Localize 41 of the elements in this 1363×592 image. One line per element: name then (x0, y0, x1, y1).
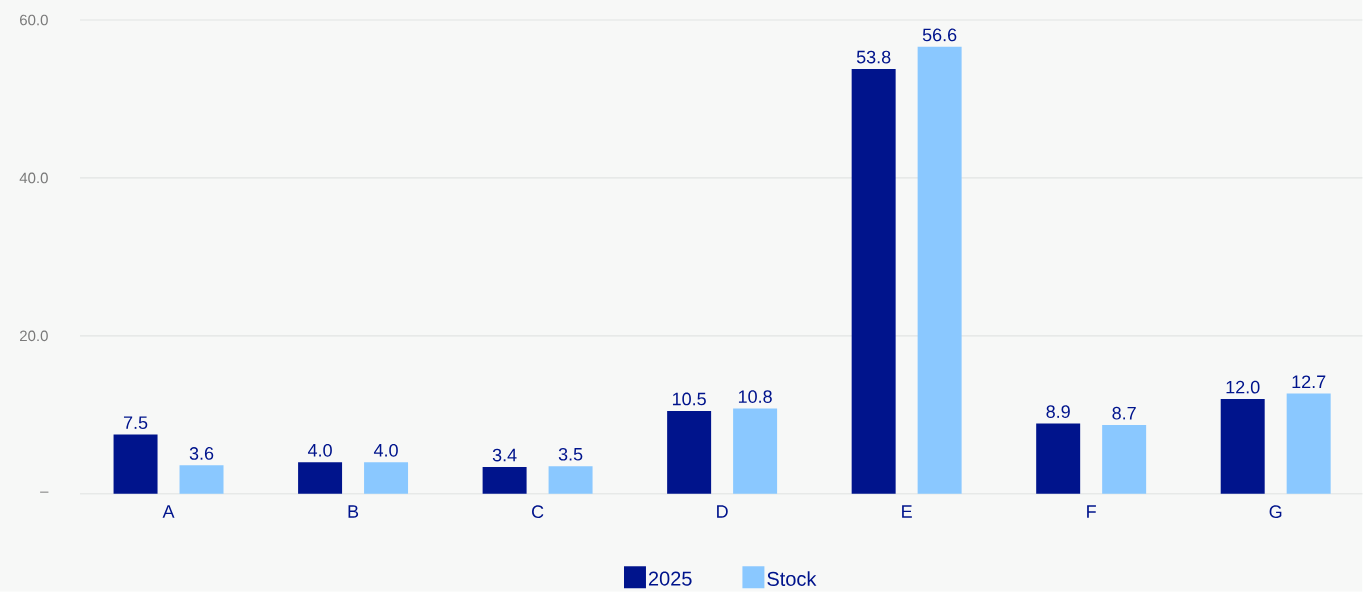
legend-label: 2025 (648, 571, 692, 586)
data-label: 4.0 (307, 444, 332, 457)
bar (1220, 399, 1265, 494)
bar (667, 411, 712, 494)
data-label: 56.6 (922, 28, 957, 42)
x-tick-label: A (162, 505, 175, 518)
x-tick-label: G (1269, 505, 1282, 519)
y-tick-label: – (40, 491, 49, 493)
data-label: 12.7 (1292, 375, 1326, 389)
data-label: 8.7 (1112, 406, 1136, 420)
data-label: 10.5 (672, 392, 706, 406)
data-label: 7.5 (123, 416, 148, 430)
x-tick-label: F (1087, 505, 1096, 518)
x-tick-label: D (717, 505, 728, 518)
bar (298, 462, 343, 494)
bar (548, 466, 593, 494)
data-label: 3.4 (492, 448, 517, 462)
x-tick-label: E (902, 505, 912, 518)
bar (917, 46, 962, 494)
y-tick-label: 60.0 (20, 14, 48, 26)
bar (1286, 393, 1331, 494)
data-label: 3.6 (189, 447, 214, 460)
data-label: 4.0 (373, 444, 398, 457)
y-tick-label: 40.0 (19, 172, 48, 184)
bar (482, 467, 527, 494)
bar (851, 69, 896, 494)
x-tick-label: B (348, 505, 359, 518)
data-label: 10.8 (738, 390, 772, 404)
data-label: 8.9 (1046, 405, 1070, 419)
bar (1102, 425, 1147, 494)
data-label: 53.8 (856, 50, 891, 64)
x-tick-label: C (532, 505, 544, 519)
legend-label: Stock (767, 571, 817, 587)
bar (733, 408, 778, 494)
data-label: 12.0 (1226, 380, 1260, 394)
y-tick-label: 20.0 (20, 330, 48, 342)
bar (179, 465, 224, 494)
bar (364, 462, 409, 494)
bar (113, 434, 158, 494)
data-label: 3.5 (558, 448, 583, 461)
bar (1036, 423, 1081, 494)
